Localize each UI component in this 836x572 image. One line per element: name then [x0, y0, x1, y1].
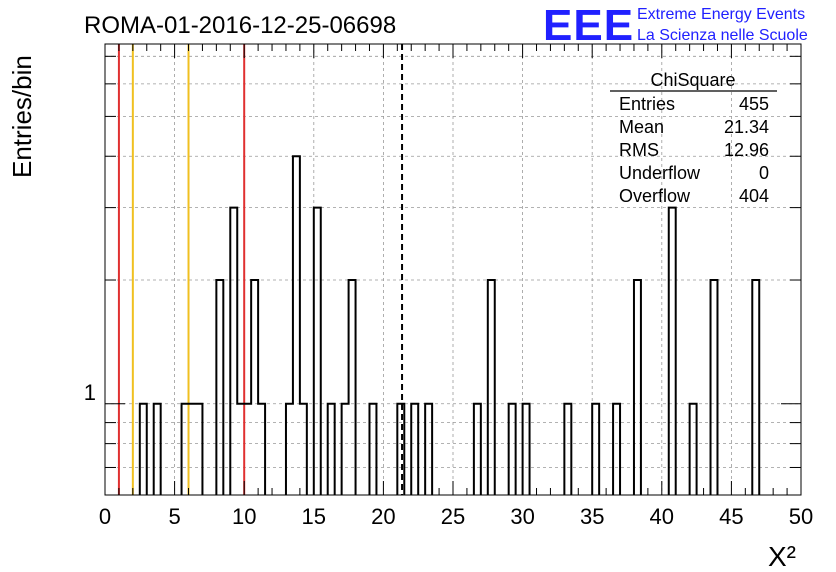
x-tick-label: 20 — [371, 504, 395, 529]
x-tick-label: 40 — [650, 504, 674, 529]
stats-label: Mean — [619, 117, 664, 137]
histogram-bin — [314, 208, 321, 495]
logo-mark: EEE — [543, 1, 634, 50]
stats-value: 455 — [739, 94, 769, 114]
histogram-bin — [690, 404, 697, 495]
histogram-bin — [189, 404, 196, 495]
histogram-bin — [634, 280, 641, 495]
histogram-bin — [509, 404, 516, 495]
stats-label: Underflow — [619, 163, 701, 183]
histogram-bin — [349, 280, 356, 495]
stats-label: RMS — [619, 140, 659, 160]
y-tick-label: 1 — [84, 380, 96, 405]
axis-ticks: 0 5 10 15 20 25 30 35 40 45 50 — [99, 44, 813, 529]
x-tick-label: 15 — [302, 504, 326, 529]
histogram-bin — [237, 404, 244, 495]
stats-value: 12.96 — [724, 140, 769, 160]
histogram-bin — [286, 404, 293, 495]
histogram-bin — [411, 404, 418, 495]
logo-line2: La Scienza nelle Scuole — [637, 27, 808, 44]
histogram-bin — [293, 156, 300, 495]
histogram-bin — [154, 404, 161, 495]
x-tick-label: 50 — [789, 504, 813, 529]
stats-title: ChiSquare — [650, 70, 735, 90]
eee-logo: EEE Extreme Energy Events La Scienza nel… — [543, 1, 808, 50]
histogram-bin — [216, 280, 223, 495]
histogram-bin — [251, 280, 258, 495]
histogram-outline — [138, 155, 761, 495]
stats-value: 404 — [739, 186, 769, 206]
x-tick-label: 0 — [99, 504, 111, 529]
histogram-bin — [425, 404, 432, 495]
reference-lines — [117, 44, 404, 495]
logo-line1: Extreme Energy Events — [637, 6, 805, 23]
histogram-bin — [300, 404, 307, 495]
histogram-bin — [592, 404, 599, 495]
stats-label: Entries — [619, 94, 675, 114]
histogram-bin — [140, 404, 147, 495]
histogram-bin — [523, 404, 530, 495]
histogram-bin — [488, 280, 495, 495]
histogram-bin — [369, 404, 376, 495]
x-axis-label: X² — [768, 541, 796, 572]
histogram-bin — [195, 404, 202, 495]
histogram-bin — [613, 404, 620, 495]
stats-box: ChiSquare Entries 455 Mean 21.34 RMS 12.96 Und… — [610, 70, 777, 206]
histogram-bin — [230, 208, 237, 495]
x-tick-label: 30 — [510, 504, 534, 529]
histogram-bin — [397, 404, 404, 495]
chart-title: ROMA-01-2016-12-25-06698 — [84, 12, 396, 39]
stats-value: 21.34 — [724, 117, 769, 137]
histogram-bin — [258, 404, 265, 495]
histogram-bin — [752, 280, 759, 495]
x-tick-label: 5 — [168, 504, 180, 529]
y-axis-label: Entries/bin — [7, 55, 37, 178]
stats-value: 0 — [759, 163, 769, 183]
histogram-bin — [564, 404, 571, 495]
histogram — [138, 155, 761, 495]
stats-label: Overflow — [619, 186, 691, 206]
histogram-bin — [342, 404, 349, 495]
histogram-bin — [711, 280, 718, 495]
x-tick-label: 10 — [232, 504, 256, 529]
x-tick-label: 45 — [719, 504, 743, 529]
histogram-bin — [328, 404, 335, 495]
histogram-bin — [669, 208, 676, 495]
histogram-bin — [182, 404, 189, 495]
x-tick-label: 25 — [441, 504, 465, 529]
histogram-bin — [244, 404, 251, 495]
x-tick-label: 35 — [580, 504, 604, 529]
histogram-bin — [474, 404, 481, 495]
